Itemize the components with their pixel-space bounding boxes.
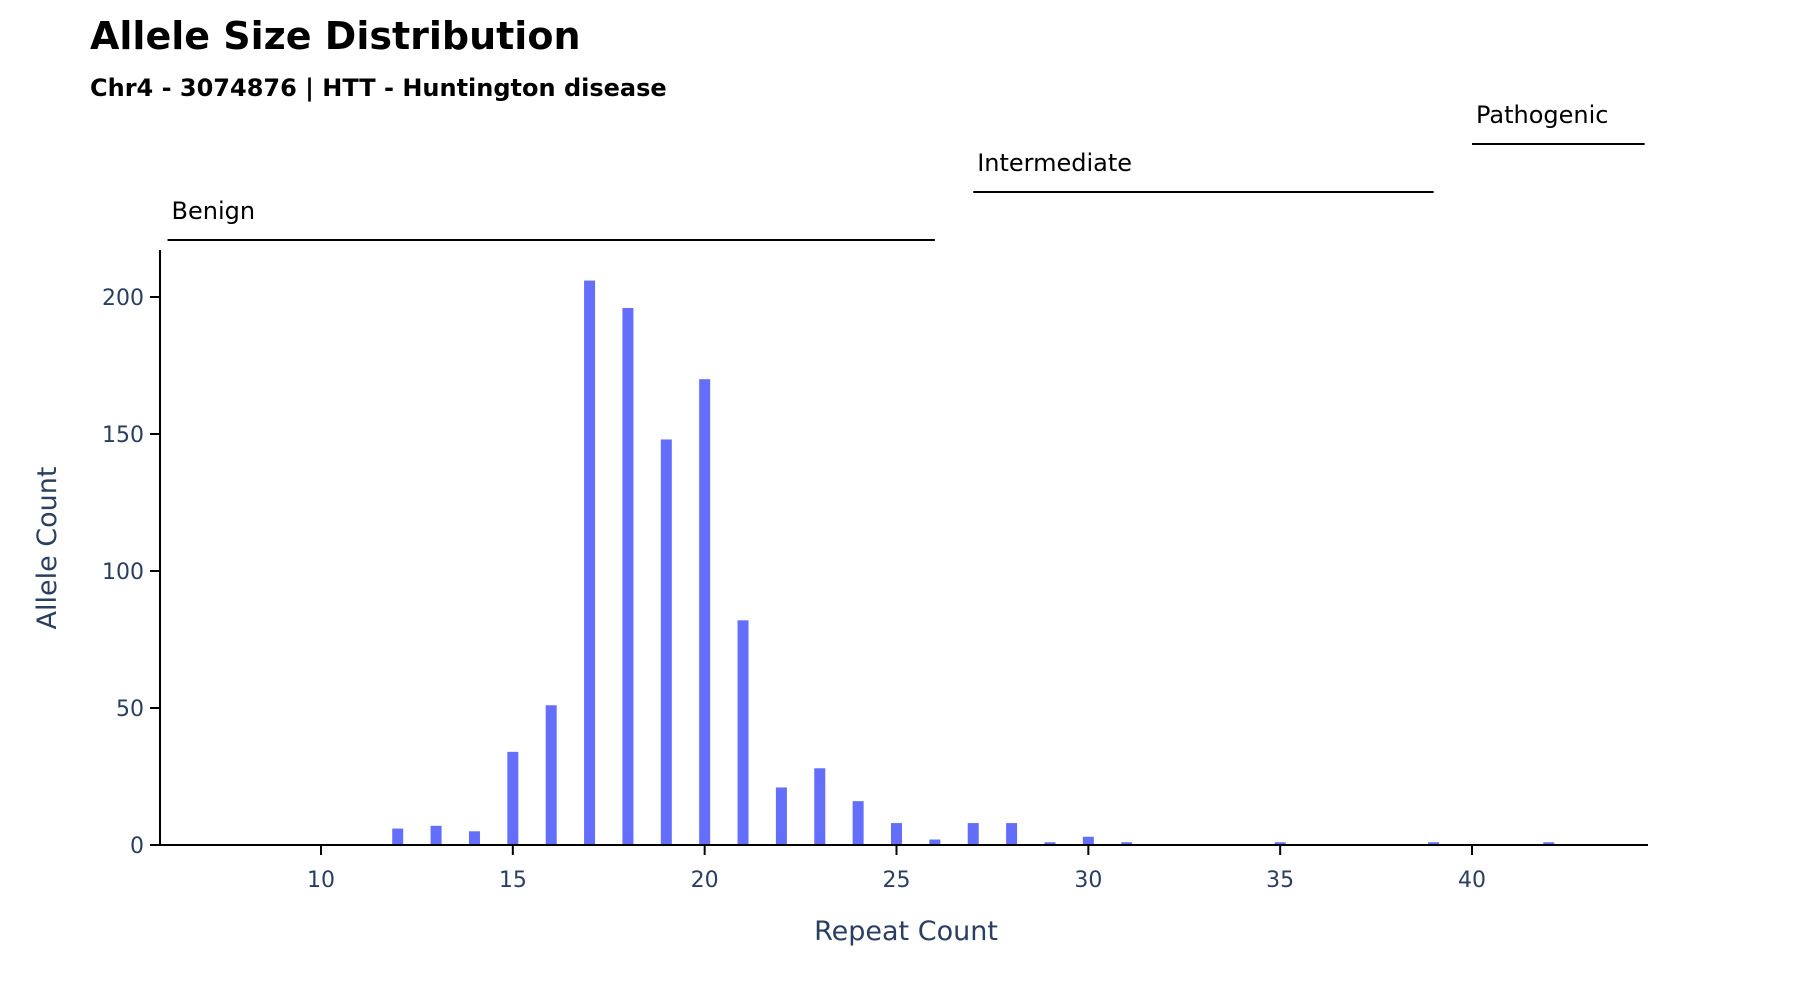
bar-repeat-39 — [1428, 842, 1440, 845]
bar-repeat-14 — [468, 831, 480, 845]
x-tick-label: 10 — [307, 868, 335, 893]
bar-repeat-19 — [660, 439, 672, 845]
bar-repeat-21 — [737, 620, 749, 845]
range-benign-label: Benign — [172, 197, 256, 225]
x-tick-label: 40 — [1458, 868, 1486, 893]
y-axis-title: Allele Count — [32, 467, 63, 630]
x-tick-label: 25 — [883, 868, 911, 893]
bar-repeat-16 — [545, 705, 557, 845]
x-tick-label: 35 — [1266, 868, 1294, 893]
bar-repeat-35 — [1274, 842, 1286, 845]
bar-repeat-17 — [584, 280, 596, 845]
bar-repeat-42 — [1543, 842, 1555, 845]
bar-repeat-18 — [622, 307, 634, 846]
y-tick-label: 150 — [102, 423, 144, 448]
y-tick-label: 100 — [102, 560, 144, 585]
bar-repeat-28 — [1006, 823, 1018, 845]
bar-repeat-15 — [507, 751, 519, 845]
bar-repeat-26 — [929, 839, 941, 845]
bar-repeat-27 — [967, 823, 979, 845]
x-tick-label: 15 — [499, 868, 527, 893]
bar-repeat-25 — [891, 823, 902, 845]
bar-repeat-23 — [814, 768, 826, 845]
x-axis-title: Repeat Count — [814, 916, 998, 947]
bar-repeat-31 — [1121, 842, 1133, 845]
bars — [392, 280, 1555, 846]
y-tick-label: 50 — [116, 697, 144, 722]
bar-repeat-29 — [1044, 842, 1056, 845]
bar-repeat-13 — [430, 825, 442, 845]
x-tick-label: 20 — [691, 868, 719, 893]
y-tick-label: 200 — [102, 286, 144, 311]
axes: 10 15 20 25 30 35 40 0 50 100 150 200 — [102, 250, 1648, 893]
bar-repeat-12 — [392, 828, 404, 845]
bar-repeat-20 — [699, 379, 711, 845]
range-annotations: Benign Intermediate Pathogenic — [167, 101, 1645, 241]
x-tick-label: 30 — [1074, 868, 1102, 893]
chart-subtitle: Chr4 - 3074876 | HTT - Huntington diseas… — [90, 74, 667, 102]
y-tick-label: 0 — [130, 834, 144, 859]
bar-repeat-22 — [775, 787, 787, 845]
range-intermediate-label: Intermediate — [977, 149, 1132, 177]
chart-title: Allele Size Distribution — [90, 14, 581, 58]
bar-repeat-30 — [1082, 836, 1094, 845]
range-pathogenic-label: Pathogenic — [1476, 101, 1608, 129]
bar-repeat-24 — [852, 801, 864, 845]
